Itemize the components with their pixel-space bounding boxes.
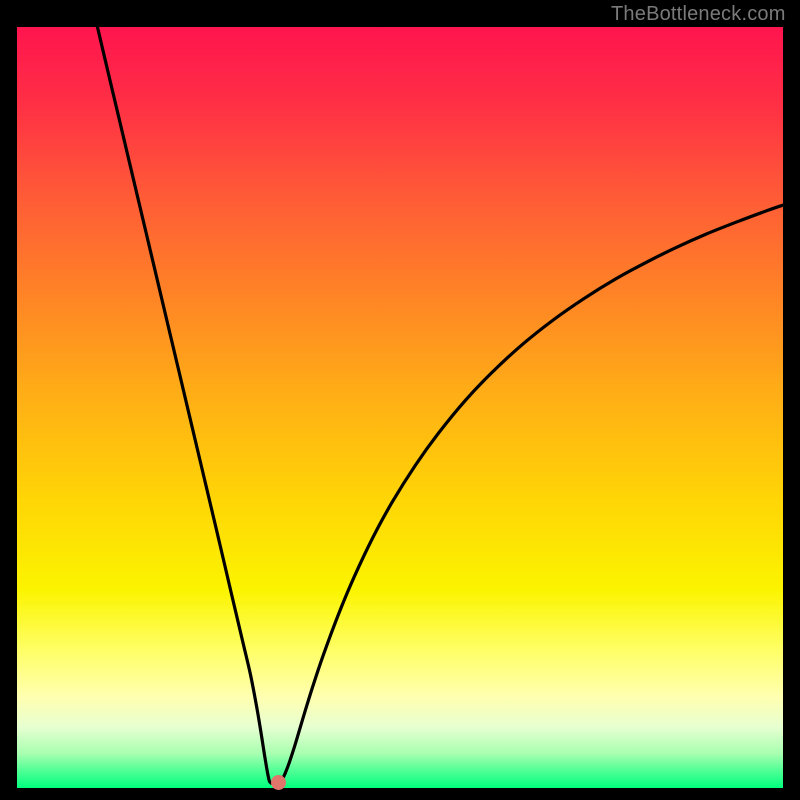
- watermark-text: TheBottleneck.com: [611, 3, 786, 26]
- minimum-marker: [271, 775, 286, 790]
- plot-area: [17, 27, 783, 788]
- bottleneck-curve: [17, 27, 783, 788]
